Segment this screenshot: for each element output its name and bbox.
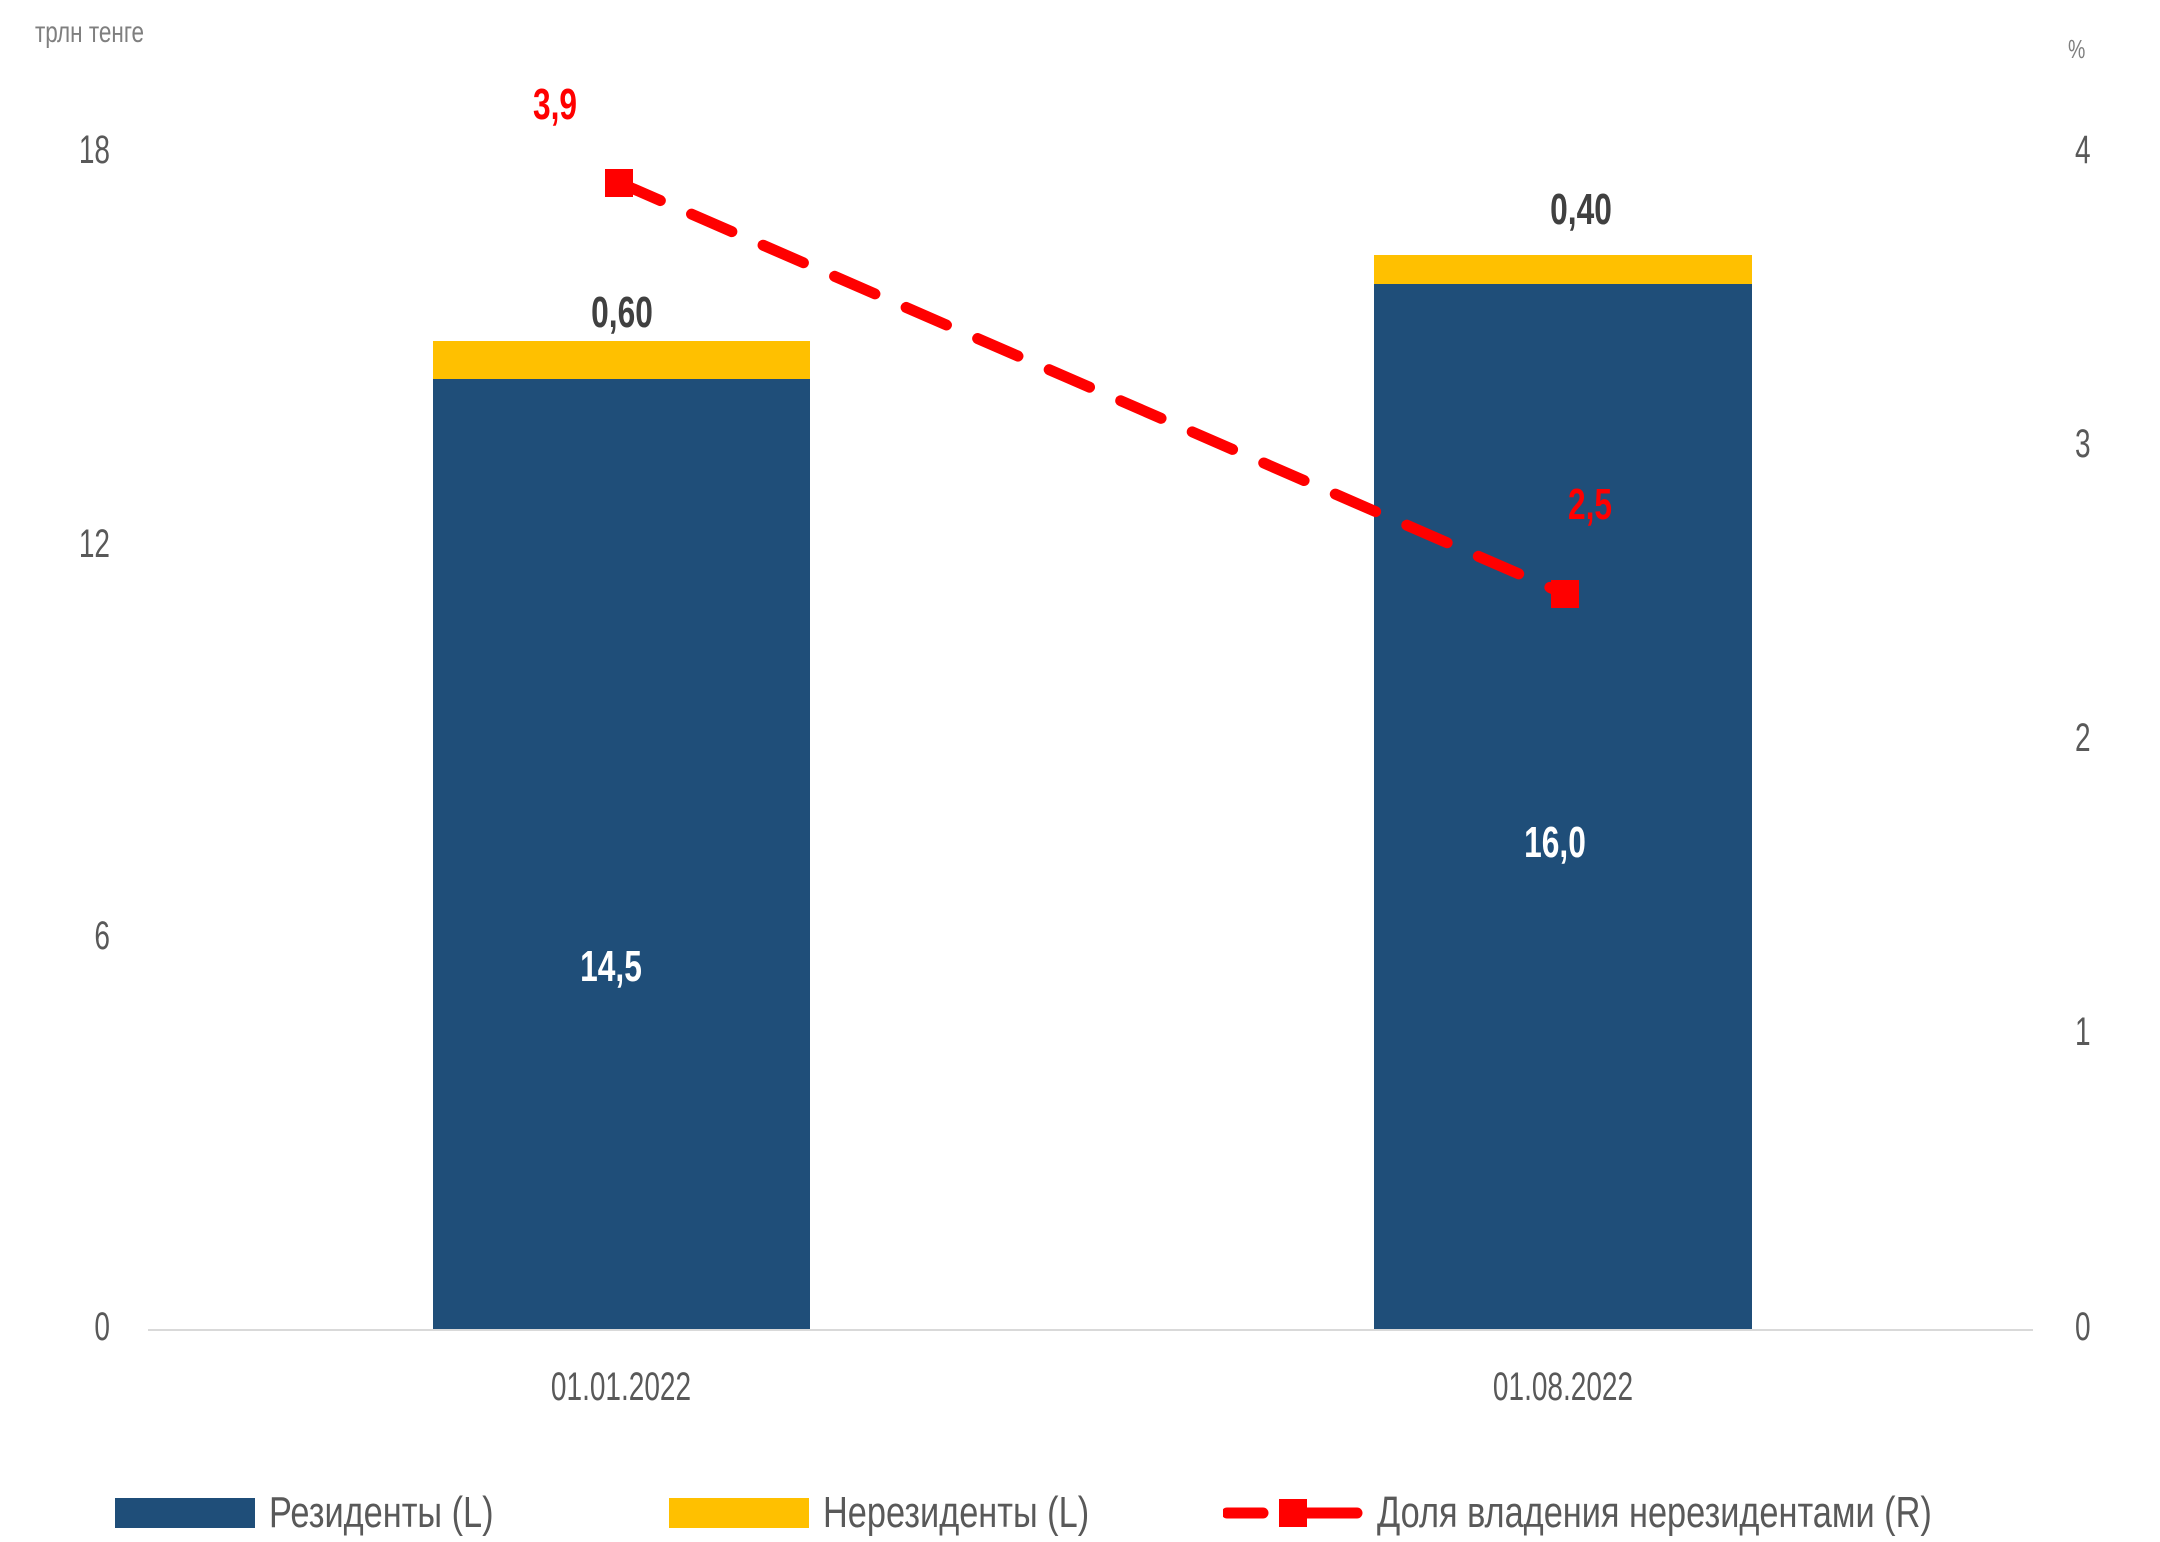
category-label-01-01-2022: 01.01.2022 bbox=[550, 1365, 692, 1409]
label-residents-01-01-2022: 14,5 bbox=[580, 942, 642, 991]
right-tick-2: 2 bbox=[2075, 716, 2091, 760]
legend-swatch-residents bbox=[115, 1498, 255, 1528]
legend: Резиденты (L) Нерезиденты (L) Доля владе… bbox=[115, 1488, 2158, 1538]
square-marker-icon bbox=[605, 169, 633, 197]
legend-swatch-nonresidents bbox=[669, 1498, 809, 1528]
legend-item-share: Доля владения нерезидентами (R) bbox=[1223, 1488, 2088, 1538]
bar-residents-01-08-2022 bbox=[1374, 284, 1752, 1330]
legend-item-nonresidents: Нерезиденты (L) bbox=[669, 1488, 1153, 1538]
left-tick-0: 0 bbox=[94, 1305, 110, 1349]
bar-residents-01-01-2022 bbox=[433, 379, 810, 1330]
legend-label-residents: Резиденты (L) bbox=[269, 1488, 494, 1537]
category-label-01-08-2022: 01.08.2022 bbox=[1492, 1365, 1634, 1409]
label-residents-01-08-2022: 16,0 bbox=[1524, 818, 1586, 867]
right-tick-1: 1 bbox=[2075, 1010, 2091, 1054]
dashed-line-square-marker-icon bbox=[1223, 1499, 1363, 1527]
left-tick-12: 12 bbox=[78, 522, 110, 566]
legend-label-share: Доля владения нерезидентами (R) bbox=[1377, 1488, 1932, 1537]
right-axis-unit: % bbox=[2068, 34, 2086, 64]
square-marker-icon bbox=[1551, 580, 1579, 608]
label-nonresidents-01-01-2022: 0,60 bbox=[591, 288, 653, 337]
x-axis-baseline bbox=[148, 1329, 2033, 1331]
label-share-01-08-2022: 2,5 bbox=[1567, 480, 1613, 529]
bar-nonresidents-01-08-2022 bbox=[1374, 255, 1752, 284]
right-tick-3: 3 bbox=[2075, 422, 2091, 466]
left-axis-unit: трлн тенге bbox=[35, 16, 145, 49]
legend-label-nonresidents: Нерезиденты (L) bbox=[823, 1488, 1090, 1537]
legend-item-residents: Резиденты (L) bbox=[115, 1488, 599, 1538]
bar-nonresidents-01-01-2022 bbox=[433, 341, 810, 379]
label-share-01-01-2022: 3,9 bbox=[532, 80, 578, 129]
right-tick-4: 4 bbox=[2075, 128, 2091, 172]
right-tick-0: 0 bbox=[2075, 1305, 2091, 1349]
left-tick-18: 18 bbox=[78, 128, 110, 172]
label-nonresidents-01-08-2022: 0,40 bbox=[1550, 185, 1612, 234]
left-tick-6: 6 bbox=[94, 914, 110, 958]
